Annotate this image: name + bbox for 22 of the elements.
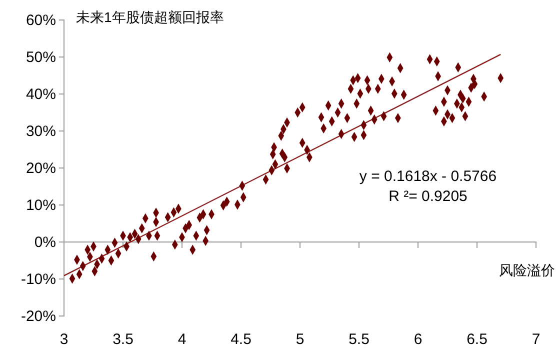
y-axis-title: 未来1年股债超额回报率 (76, 9, 224, 25)
x-tick-label: 3 (60, 331, 68, 348)
y-tick-label: 50% (26, 48, 56, 66)
x-tick-label: 5.5 (348, 331, 370, 348)
annotation: y = 0.1618x - 0.5766 (359, 168, 497, 185)
x-tick-label: 5 (296, 331, 304, 348)
x-tick-label: 3.5 (112, 331, 134, 348)
x-axis-title: 风险溢价 (499, 262, 555, 278)
annotation: R ²= 0.9205 (388, 188, 468, 205)
y-tick-label: 40% (26, 86, 56, 103)
y-tick-label: 10% (26, 196, 56, 214)
x-tick-label: 6.5 (466, 331, 488, 348)
y-tick-label: 60% (26, 12, 56, 29)
y-tick-label: -20% (20, 308, 56, 325)
y-tick-label: 20% (26, 160, 56, 177)
x-tick-label: 6 (414, 331, 422, 348)
y-tick-label: -10% (20, 270, 56, 288)
x-tick-label: 4.5 (230, 331, 252, 348)
y-tick-label: 0% (34, 234, 56, 251)
x-tick-label: 4 (178, 331, 186, 348)
x-tick-label: 7 (532, 331, 540, 348)
y-tick-label: 30% (26, 122, 56, 140)
